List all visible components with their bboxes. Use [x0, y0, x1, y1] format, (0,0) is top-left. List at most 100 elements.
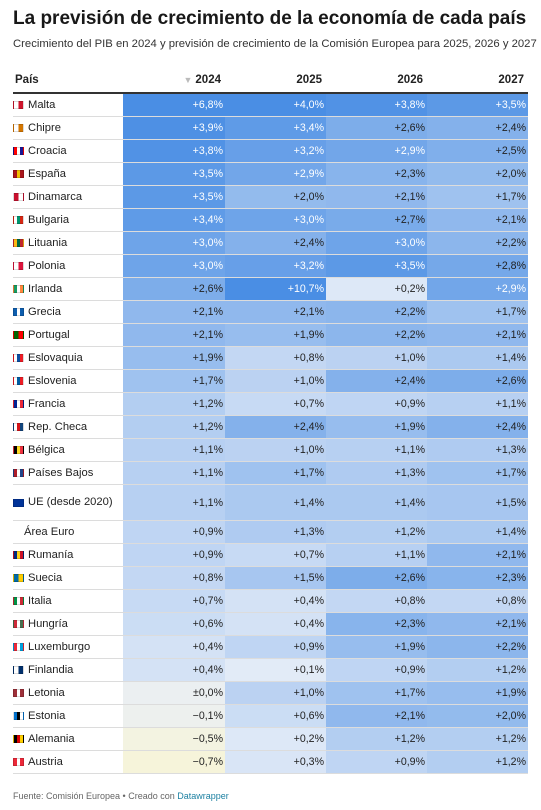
value-cell-2025: +1,0%: [225, 439, 326, 461]
value-cell-2025: +1,0%: [225, 370, 326, 392]
flag-icon: [13, 597, 24, 605]
value-cell-2026: +2,2%: [326, 301, 427, 323]
value-cell-2027: +2,4%: [427, 416, 528, 438]
table-row: Países Bajos +1,1% +1,7% +1,3% +1,7%: [13, 462, 528, 485]
value-cell-2027: +1,7%: [427, 186, 528, 208]
value-cell-2025: +0,6%: [225, 705, 326, 727]
value-cell-2027: +2,1%: [427, 544, 528, 566]
value-cell-2026: +1,0%: [326, 347, 427, 369]
value-cell-2026: +1,2%: [326, 728, 427, 750]
table-row: Rumanía +0,9% +0,7% +1,1% +2,1%: [13, 544, 528, 567]
value-cell-2026: +0,9%: [326, 751, 427, 773]
value-cell-2024: +1,7%: [123, 370, 225, 392]
value-cell-2025: +0,4%: [225, 590, 326, 612]
flag-icon: [13, 400, 24, 408]
country-name: Suecia: [28, 571, 63, 584]
value-cell-2026: +1,4%: [326, 485, 427, 520]
table-row: Finlandia +0,4% +0,1% +0,9% +1,2%: [13, 659, 528, 682]
value-cell-2027: +1,7%: [427, 462, 528, 484]
value-cell-2025: +0,3%: [225, 751, 326, 773]
value-cell-2026: +1,1%: [326, 544, 427, 566]
value-cell-2027: +1,1%: [427, 393, 528, 415]
flag-icon: [13, 331, 24, 339]
flag-icon: [13, 308, 24, 316]
table-row: Malta +6,8% +4,0% +3,8% +3,5%: [13, 94, 528, 117]
country-name: Estonia: [28, 709, 66, 722]
column-header-2027[interactable]: 2027: [498, 74, 524, 86]
value-cell-2026: +1,1%: [326, 439, 427, 461]
country-name: Eslovaquia: [28, 351, 83, 364]
table-row: Lituania +3,0% +2,4% +3,0% +2,2%: [13, 232, 528, 255]
table-row: Alemania −0,5% +0,2% +1,2% +1,2%: [13, 728, 528, 751]
value-cell-2024: +0,7%: [123, 590, 225, 612]
value-cell-2025: +2,9%: [225, 163, 326, 185]
value-cell-2025: +0,1%: [225, 659, 326, 681]
value-cell-2026: +1,9%: [326, 416, 427, 438]
value-cell-2025: +2,4%: [225, 416, 326, 438]
value-cell-2024: ±0,0%: [123, 682, 225, 704]
value-cell-2026: +3,0%: [326, 232, 427, 254]
country-name: Rep. Checa: [28, 420, 88, 433]
table-row: Austria −0,7% +0,3% +0,9% +1,2%: [13, 751, 528, 774]
value-cell-2026: +2,9%: [326, 140, 427, 162]
value-cell-2024: +0,9%: [123, 521, 225, 543]
flag-icon: [13, 712, 24, 720]
value-cell-2024: +0,9%: [123, 544, 225, 566]
value-cell-2024: +1,1%: [123, 485, 225, 520]
value-cell-2024: +2,6%: [123, 278, 225, 300]
value-cell-2024: +2,1%: [123, 301, 225, 323]
table-row: UE (desde 2020) +1,1% +1,4% +1,4% +1,5%: [13, 485, 528, 521]
value-cell-2024: +3,8%: [123, 140, 225, 162]
sort-descending-icon[interactable]: ▼: [183, 75, 193, 85]
country-name: Luxemburgo: [28, 640, 91, 653]
value-cell-2024: +1,2%: [123, 393, 225, 415]
flag-icon: [13, 216, 24, 224]
flag-icon: [13, 469, 24, 477]
country-cell: Letonia: [13, 682, 123, 704]
column-header-2025[interactable]: 2025: [296, 74, 322, 86]
value-cell-2024: +2,1%: [123, 324, 225, 346]
value-cell-2025: +0,9%: [225, 636, 326, 658]
column-header-country[interactable]: País: [15, 74, 39, 86]
value-cell-2024: +3,5%: [123, 163, 225, 185]
value-cell-2027: +2,2%: [427, 232, 528, 254]
value-cell-2027: +1,2%: [427, 751, 528, 773]
value-cell-2025: +3,2%: [225, 255, 326, 277]
flag-icon: [13, 101, 24, 109]
value-cell-2027: +2,2%: [427, 636, 528, 658]
value-cell-2027: +1,4%: [427, 521, 528, 543]
value-cell-2026: +1,7%: [326, 682, 427, 704]
column-header-2024-label: 2024: [195, 74, 221, 86]
value-cell-2027: +2,0%: [427, 163, 528, 185]
country-cell: Alemania: [13, 728, 123, 750]
value-cell-2025: +3,0%: [225, 209, 326, 231]
flag-icon: [13, 170, 24, 178]
value-cell-2025: +3,2%: [225, 140, 326, 162]
table-row: Luxemburgo +0,4% +0,9% +1,9% +2,2%: [13, 636, 528, 659]
value-cell-2026: +0,9%: [326, 659, 427, 681]
country-cell: Italia: [13, 590, 123, 612]
flag-icon: [13, 377, 24, 385]
flag-icon: [13, 551, 24, 559]
country-cell: Rep. Checa: [13, 416, 123, 438]
country-name: Países Bajos: [28, 466, 94, 479]
flag-icon: [13, 620, 24, 628]
value-cell-2027: +2,8%: [427, 255, 528, 277]
column-header-2026[interactable]: 2026: [397, 74, 423, 86]
country-cell: Croacia: [13, 140, 123, 162]
table-row: Eslovenia +1,7% +1,0% +2,4% +2,6%: [13, 370, 528, 393]
country-cell: Rumanía: [13, 544, 123, 566]
table-row: Polonia +3,0% +3,2% +3,5% +2,8%: [13, 255, 528, 278]
table-row: Croacia +3,8% +3,2% +2,9% +2,5%: [13, 140, 528, 163]
value-cell-2026: +2,4%: [326, 370, 427, 392]
value-cell-2027: +2,4%: [427, 117, 528, 139]
value-cell-2027: +2,5%: [427, 140, 528, 162]
datawrapper-link[interactable]: Datawrapper: [177, 791, 229, 801]
value-cell-2027: +1,9%: [427, 682, 528, 704]
value-cell-2025: +4,0%: [225, 94, 326, 116]
table-row: Suecia +0,8% +1,5% +2,6% +2,3%: [13, 567, 528, 590]
country-name: Italia: [28, 594, 52, 607]
column-header-2024[interactable]: ▼ 2024: [123, 74, 221, 86]
table-row: Rep. Checa +1,2% +2,4% +1,9% +2,4%: [13, 416, 528, 439]
country-cell: Irlanda: [13, 278, 123, 300]
